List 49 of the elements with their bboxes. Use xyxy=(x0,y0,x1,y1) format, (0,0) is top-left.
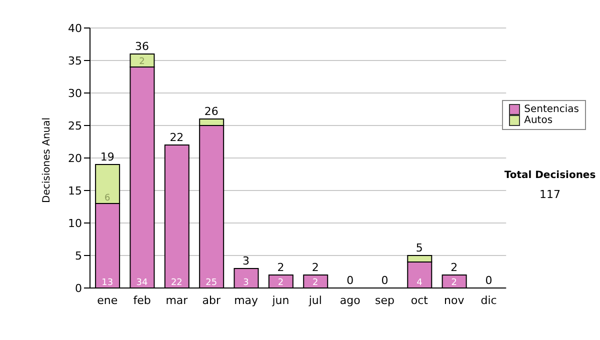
x-tick-label: dic xyxy=(480,294,497,307)
total-label: 2 xyxy=(277,261,284,274)
y-tick-label: 40 xyxy=(68,22,82,35)
total-label: 22 xyxy=(170,131,184,144)
total-label: 2 xyxy=(450,261,458,274)
text: 117 xyxy=(538,188,562,201)
x-tick-label: ene xyxy=(97,294,118,307)
x-tick-label: nov xyxy=(444,294,465,307)
data-label: 2 xyxy=(139,57,145,67)
annotation: Total Decisiones xyxy=(503,170,597,181)
y-tick-label: 20 xyxy=(68,152,82,165)
data-label: 3 xyxy=(243,278,249,288)
total-label: 0 xyxy=(346,274,354,287)
y-tick-label: 25 xyxy=(68,119,82,132)
x-tick-label: oct xyxy=(410,294,429,307)
y-tick-label: 10 xyxy=(68,216,82,230)
x-tick-label: jul xyxy=(308,294,322,307)
y-tick-label: 30 xyxy=(68,86,82,100)
x-tick-label: sep xyxy=(375,294,395,307)
data-label: 13 xyxy=(102,278,114,288)
x-tick-label: jun xyxy=(271,294,290,307)
x-tick-label: feb xyxy=(133,294,151,307)
x-tick-label: mar xyxy=(166,294,188,307)
x-tick-label: abr xyxy=(202,294,221,307)
x-tick-label: may xyxy=(234,294,259,307)
total-label: 26 xyxy=(204,105,218,118)
data-label: 6 xyxy=(104,194,110,204)
total-label: 5 xyxy=(416,242,423,254)
y-tick-label: 35 xyxy=(68,54,82,68)
total-label: 36 xyxy=(135,40,150,53)
data-label: 25 xyxy=(206,278,218,288)
total-label: 0 xyxy=(485,274,492,287)
y-axis-title: Decisiones Anual xyxy=(42,117,53,203)
data-label: 34 xyxy=(136,278,148,288)
y-tick-label: 15 xyxy=(68,184,82,198)
total-label: 0 xyxy=(381,274,388,287)
total-label: 2 xyxy=(312,261,319,274)
x-tick-label: ago xyxy=(340,294,361,307)
legend-label: Sentencias xyxy=(524,104,579,115)
data-label: 4 xyxy=(416,278,423,288)
y-tick-label: 0 xyxy=(75,282,82,295)
y-tick-label: 5 xyxy=(75,249,82,262)
total-label: 3 xyxy=(242,254,250,268)
data-label: 2 xyxy=(278,278,284,288)
total-label: 19 xyxy=(100,150,114,164)
data-label: 22 xyxy=(170,278,182,288)
data-label: 2 xyxy=(451,278,457,288)
legend-label: Autos xyxy=(524,115,553,126)
data-label: 2 xyxy=(312,278,318,288)
